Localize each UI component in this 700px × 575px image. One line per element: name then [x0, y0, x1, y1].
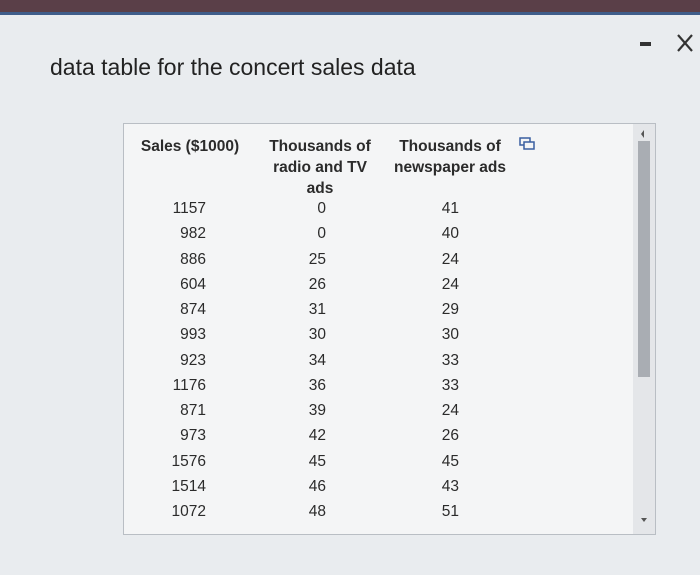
table-cell: 1176 — [172, 376, 206, 394]
copy-icon[interactable] — [519, 137, 535, 151]
table-cell: 24 — [441, 402, 459, 419]
table-cell: 604 — [180, 275, 206, 293]
table-cell: 26 — [308, 275, 326, 293]
dialog-title: data table for the concert sales data — [50, 54, 416, 80]
table-cell: 31 — [308, 301, 326, 318]
table-cell: 923 — [180, 351, 206, 369]
table-cell: 34 — [308, 351, 326, 369]
table-cell: 24 — [441, 250, 459, 268]
table-cell: 1576 — [171, 452, 206, 470]
table-cell: 48 — [308, 503, 326, 520]
table-cell: 33 — [441, 351, 459, 369]
table-cell: 46 — [308, 477, 326, 495]
window-bar — [0, 0, 700, 12]
table-cell: 24 — [441, 275, 459, 293]
table-cell: 51 — [441, 503, 459, 520]
column-header: Thousands of newspaper ads — [394, 138, 506, 176]
data-table: Sales ($1000) Thousands of radio and TV a… — [123, 123, 656, 535]
close-button[interactable] — [677, 34, 693, 52]
table-cell: 29 — [441, 301, 459, 318]
table-cell: 40 — [441, 225, 459, 243]
table-cell: 45 — [441, 452, 459, 470]
table-cell: 874 — [180, 301, 206, 318]
column-header: Thousands of radio and TV ads — [269, 138, 371, 197]
window-accent — [0, 12, 700, 15]
window-controls — [640, 34, 693, 52]
scroll-arrows — [641, 130, 647, 522]
table-cell: 36 — [308, 376, 326, 394]
minimize-button[interactable] — [640, 42, 651, 46]
table-cell: 993 — [180, 326, 206, 344]
table-cell: 1072 — [171, 503, 206, 520]
table-cell: 39 — [308, 402, 326, 419]
scroll-thumb[interactable] — [638, 141, 650, 377]
table-cell: 886 — [180, 250, 206, 268]
table-cell: 0 — [317, 225, 326, 243]
table-cell: 41 — [441, 200, 459, 217]
table-cell: 973 — [180, 427, 206, 445]
table-cell: 25 — [308, 250, 326, 268]
table-cell: 982 — [180, 225, 206, 243]
table-cell: 30 — [308, 326, 326, 344]
table-cell: 0 — [317, 200, 326, 217]
table-cell: 43 — [441, 477, 459, 495]
table-cell: 26 — [441, 427, 459, 445]
table-cell: 871 — [180, 402, 206, 419]
table-cell: 45 — [308, 452, 326, 470]
table-cell: 33 — [441, 376, 459, 394]
table-cell: 42 — [308, 427, 326, 445]
table-cell: 30 — [441, 326, 459, 344]
scrollbar[interactable] — [633, 124, 655, 534]
table-cell: 1157 — [172, 200, 206, 217]
column-header: Sales ($1000) — [140, 138, 240, 155]
table-cell: 1514 — [171, 477, 206, 495]
